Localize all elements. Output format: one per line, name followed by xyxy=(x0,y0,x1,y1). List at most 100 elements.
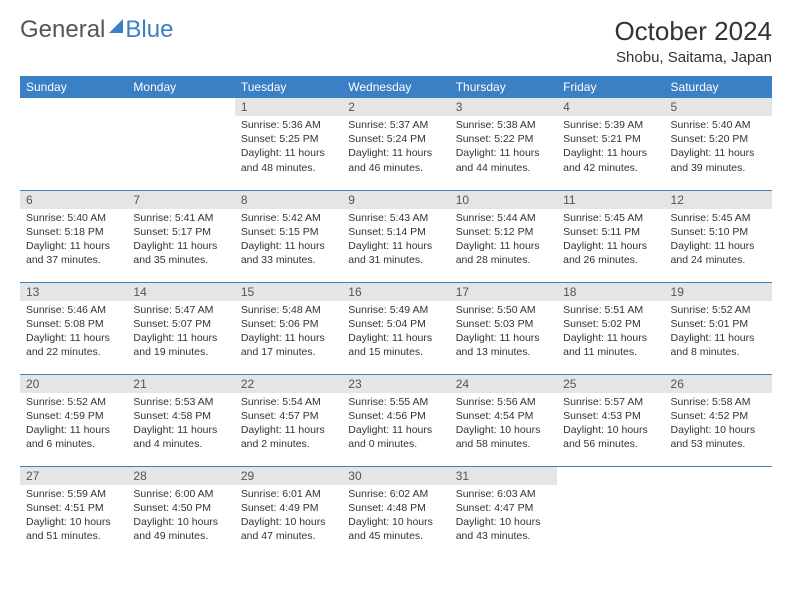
sunrise-text: Sunrise: 5:40 AM xyxy=(671,118,766,132)
sunrise-text: Sunrise: 6:02 AM xyxy=(348,487,443,501)
week-row: 13Sunrise: 5:46 AMSunset: 5:08 PMDayligh… xyxy=(20,282,772,374)
day-body: Sunrise: 5:41 AMSunset: 5:17 PMDaylight:… xyxy=(127,209,234,272)
sunrise-text: Sunrise: 6:03 AM xyxy=(456,487,551,501)
location: Shobu, Saitama, Japan xyxy=(614,49,772,66)
daylight-text: Daylight: 11 hours and 44 minutes. xyxy=(456,146,551,174)
sunset-text: Sunset: 4:57 PM xyxy=(241,409,336,423)
day-cell: 21Sunrise: 5:53 AMSunset: 4:58 PMDayligh… xyxy=(127,374,234,466)
sunrise-text: Sunrise: 5:46 AM xyxy=(26,303,121,317)
day-body: Sunrise: 5:47 AMSunset: 5:07 PMDaylight:… xyxy=(127,301,234,364)
day-body: Sunrise: 5:52 AMSunset: 4:59 PMDaylight:… xyxy=(20,393,127,456)
sunrise-text: Sunrise: 5:37 AM xyxy=(348,118,443,132)
day-body: Sunrise: 5:43 AMSunset: 5:14 PMDaylight:… xyxy=(342,209,449,272)
day-cell: .. xyxy=(557,466,664,558)
calendar-body: ....1Sunrise: 5:36 AMSunset: 5:25 PMDayl… xyxy=(20,98,772,558)
day-cell: 20Sunrise: 5:52 AMSunset: 4:59 PMDayligh… xyxy=(20,374,127,466)
sunrise-text: Sunrise: 5:41 AM xyxy=(133,211,228,225)
day-number: 16 xyxy=(342,283,449,301)
day-cell: 31Sunrise: 6:03 AMSunset: 4:47 PMDayligh… xyxy=(450,466,557,558)
day-body: Sunrise: 5:40 AMSunset: 5:18 PMDaylight:… xyxy=(20,209,127,272)
daylight-text: Daylight: 11 hours and 48 minutes. xyxy=(241,146,336,174)
daylight-text: Daylight: 10 hours and 51 minutes. xyxy=(26,515,121,543)
sunset-text: Sunset: 4:49 PM xyxy=(241,501,336,515)
day-body: Sunrise: 5:57 AMSunset: 4:53 PMDaylight:… xyxy=(557,393,664,456)
week-row: 27Sunrise: 5:59 AMSunset: 4:51 PMDayligh… xyxy=(20,466,772,558)
day-number: 3 xyxy=(450,98,557,116)
daylight-text: Daylight: 11 hours and 19 minutes. xyxy=(133,331,228,359)
day-cell: 24Sunrise: 5:56 AMSunset: 4:54 PMDayligh… xyxy=(450,374,557,466)
daylight-text: Daylight: 10 hours and 58 minutes. xyxy=(456,423,551,451)
day-cell: 9Sunrise: 5:43 AMSunset: 5:14 PMDaylight… xyxy=(342,190,449,282)
day-number: 2 xyxy=(342,98,449,116)
day-number: 1 xyxy=(235,98,342,116)
day-number: 19 xyxy=(665,283,772,301)
sunrise-text: Sunrise: 5:49 AM xyxy=(348,303,443,317)
day-number: 27 xyxy=(20,467,127,485)
day-body: Sunrise: 5:48 AMSunset: 5:06 PMDaylight:… xyxy=(235,301,342,364)
sunrise-text: Sunrise: 5:40 AM xyxy=(26,211,121,225)
daylight-text: Daylight: 11 hours and 35 minutes. xyxy=(133,239,228,267)
day-cell: 25Sunrise: 5:57 AMSunset: 4:53 PMDayligh… xyxy=(557,374,664,466)
sunset-text: Sunset: 4:51 PM xyxy=(26,501,121,515)
week-row: 20Sunrise: 5:52 AMSunset: 4:59 PMDayligh… xyxy=(20,374,772,466)
sunset-text: Sunset: 5:25 PM xyxy=(241,132,336,146)
day-cell: 5Sunrise: 5:40 AMSunset: 5:20 PMDaylight… xyxy=(665,98,772,190)
sunset-text: Sunset: 4:53 PM xyxy=(563,409,658,423)
day-body: Sunrise: 5:55 AMSunset: 4:56 PMDaylight:… xyxy=(342,393,449,456)
daylight-text: Daylight: 10 hours and 56 minutes. xyxy=(563,423,658,451)
day-number: 26 xyxy=(665,375,772,393)
sunset-text: Sunset: 5:14 PM xyxy=(348,225,443,239)
daylight-text: Daylight: 11 hours and 42 minutes. xyxy=(563,146,658,174)
daylight-text: Daylight: 11 hours and 13 minutes. xyxy=(456,331,551,359)
day-header: Tuesday xyxy=(235,76,342,98)
day-body: Sunrise: 5:50 AMSunset: 5:03 PMDaylight:… xyxy=(450,301,557,364)
day-body: Sunrise: 5:52 AMSunset: 5:01 PMDaylight:… xyxy=(665,301,772,364)
sunset-text: Sunset: 4:54 PM xyxy=(456,409,551,423)
sunset-text: Sunset: 4:59 PM xyxy=(26,409,121,423)
day-cell: 10Sunrise: 5:44 AMSunset: 5:12 PMDayligh… xyxy=(450,190,557,282)
day-cell: 11Sunrise: 5:45 AMSunset: 5:11 PMDayligh… xyxy=(557,190,664,282)
daylight-text: Daylight: 10 hours and 45 minutes. xyxy=(348,515,443,543)
daylight-text: Daylight: 11 hours and 22 minutes. xyxy=(26,331,121,359)
sunrise-text: Sunrise: 5:42 AM xyxy=(241,211,336,225)
sunset-text: Sunset: 5:22 PM xyxy=(456,132,551,146)
sunset-text: Sunset: 4:52 PM xyxy=(671,409,766,423)
sunset-text: Sunset: 5:08 PM xyxy=(26,317,121,331)
day-cell: 30Sunrise: 6:02 AMSunset: 4:48 PMDayligh… xyxy=(342,466,449,558)
sunset-text: Sunset: 5:12 PM xyxy=(456,225,551,239)
calendar-table: SundayMondayTuesdayWednesdayThursdayFrid… xyxy=(20,76,772,558)
daylight-text: Daylight: 10 hours and 53 minutes. xyxy=(671,423,766,451)
daylight-text: Daylight: 11 hours and 15 minutes. xyxy=(348,331,443,359)
sunset-text: Sunset: 5:03 PM xyxy=(456,317,551,331)
day-cell: 3Sunrise: 5:38 AMSunset: 5:22 PMDaylight… xyxy=(450,98,557,190)
header: General Blue October 2024 Shobu, Saitama… xyxy=(20,16,772,66)
day-body: Sunrise: 5:54 AMSunset: 4:57 PMDaylight:… xyxy=(235,393,342,456)
day-body: Sunrise: 5:51 AMSunset: 5:02 PMDaylight:… xyxy=(557,301,664,364)
week-row: 6Sunrise: 5:40 AMSunset: 5:18 PMDaylight… xyxy=(20,190,772,282)
daylight-text: Daylight: 11 hours and 46 minutes. xyxy=(348,146,443,174)
daylight-text: Daylight: 10 hours and 47 minutes. xyxy=(241,515,336,543)
day-cell: 12Sunrise: 5:45 AMSunset: 5:10 PMDayligh… xyxy=(665,190,772,282)
day-header: Friday xyxy=(557,76,664,98)
day-number: 28 xyxy=(127,467,234,485)
sunset-text: Sunset: 5:11 PM xyxy=(563,225,658,239)
month-title: October 2024 xyxy=(614,16,772,47)
day-body: Sunrise: 5:40 AMSunset: 5:20 PMDaylight:… xyxy=(665,116,772,179)
day-number: 10 xyxy=(450,191,557,209)
sunset-text: Sunset: 5:21 PM xyxy=(563,132,658,146)
day-body: Sunrise: 5:58 AMSunset: 4:52 PMDaylight:… xyxy=(665,393,772,456)
day-cell: 2Sunrise: 5:37 AMSunset: 5:24 PMDaylight… xyxy=(342,98,449,190)
day-body: Sunrise: 5:53 AMSunset: 4:58 PMDaylight:… xyxy=(127,393,234,456)
day-number: 11 xyxy=(557,191,664,209)
sunset-text: Sunset: 4:48 PM xyxy=(348,501,443,515)
day-cell: 23Sunrise: 5:55 AMSunset: 4:56 PMDayligh… xyxy=(342,374,449,466)
sunset-text: Sunset: 5:15 PM xyxy=(241,225,336,239)
day-body: Sunrise: 5:42 AMSunset: 5:15 PMDaylight:… xyxy=(235,209,342,272)
day-number: 13 xyxy=(20,283,127,301)
sunset-text: Sunset: 5:01 PM xyxy=(671,317,766,331)
day-body: Sunrise: 5:56 AMSunset: 4:54 PMDaylight:… xyxy=(450,393,557,456)
day-body: Sunrise: 5:45 AMSunset: 5:11 PMDaylight:… xyxy=(557,209,664,272)
sunset-text: Sunset: 4:50 PM xyxy=(133,501,228,515)
day-header: Monday xyxy=(127,76,234,98)
sunset-text: Sunset: 4:58 PM xyxy=(133,409,228,423)
